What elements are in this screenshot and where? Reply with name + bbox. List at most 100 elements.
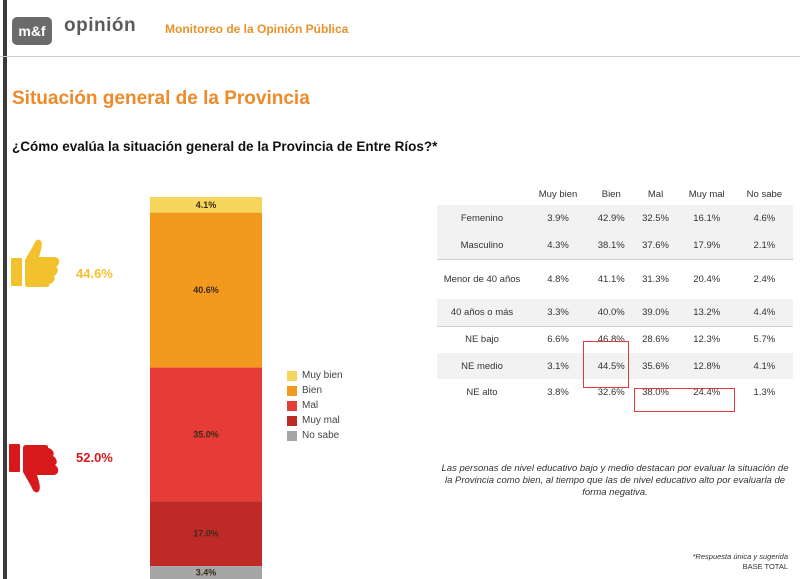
cell: 41.1% — [589, 258, 634, 299]
cell: 5.7% — [735, 325, 793, 353]
bar-label: 17.0% — [193, 529, 219, 539]
column-header: Muy mal — [688, 188, 725, 200]
cell: 31.3% — [633, 258, 678, 299]
legend-swatch — [287, 415, 297, 426]
legend-swatch — [287, 430, 297, 441]
legend-label: Muy bien — [302, 370, 343, 381]
legend-label: Muy mal — [302, 415, 340, 426]
highlight-box — [634, 388, 735, 412]
cell: 4.3% — [527, 232, 590, 259]
cell: 4.6% — [735, 205, 793, 232]
legend-label: Bien — [302, 385, 323, 396]
table-row: NE medio 3.1% 44.5% 35.6% 12.8% 4.1% — [437, 353, 793, 379]
page-title: Situación general de la Provincia — [12, 88, 310, 109]
table-row: Masculino 4.3% 38.1% 37.6% 17.9% 2.1% — [437, 232, 793, 259]
cell: 12.8% — [677, 353, 736, 379]
table-header-row: Muy bien Bien Mal Muy mal No sabe — [437, 183, 793, 205]
column-header: Mal — [647, 188, 664, 200]
cell: 16.1% — [677, 205, 736, 232]
cell: 32.6% — [597, 387, 625, 398]
legend-item: Mal — [287, 399, 343, 412]
stacked-bar-chart: 4.1% 40.6% 35.0% 17.0% 3.4% — [150, 197, 262, 579]
bar-label: 35.0% — [193, 429, 219, 439]
analysis-note: Las personas de nivel educativo bajo y m… — [441, 463, 789, 498]
cell: 28.6% — [633, 325, 678, 353]
cell: 38.1% — [589, 232, 634, 259]
legend-label: No sabe — [302, 430, 340, 441]
footnote: *Respuesta única y sugerida — [692, 552, 788, 561]
bar-segment-mal — [150, 367, 262, 502]
bar-segment-no-sabe — [150, 566, 262, 579]
cell: 42.9% — [589, 205, 634, 232]
chart-legend: Muy bien Bien Mal Muy mal No sabe — [287, 369, 343, 444]
legend-swatch — [287, 400, 297, 411]
crosstab-table: Muy bien Bien Mal Muy mal No sabe Femeni… — [437, 183, 793, 406]
row-label: 40 años o más — [437, 299, 527, 326]
legend-swatch — [287, 385, 297, 396]
row-label: Masculino — [437, 232, 527, 259]
row-label: NE bajo — [437, 325, 527, 353]
bar-segment-bien — [150, 212, 262, 368]
legend-label: Mal — [302, 400, 319, 411]
highlight-box — [583, 341, 629, 388]
table-row: NE alto 3.8% 32.6% 38.0% 24.4% 1.3% — [437, 379, 793, 406]
legend-item: Muy bien — [287, 369, 343, 382]
legend-item: Bien — [287, 384, 343, 397]
row-label: NE medio — [437, 353, 527, 379]
cell: 1.3% — [753, 387, 776, 398]
row-label: NE alto — [466, 387, 498, 398]
column-header: Bien — [601, 188, 621, 200]
cell: 40.0% — [589, 299, 634, 326]
column-header: Muy bien — [538, 188, 578, 200]
row-label: Femenino — [437, 205, 527, 232]
cell: 46.8% — [589, 325, 634, 353]
cell: 3.1% — [527, 353, 590, 379]
cell: 32.5% — [633, 205, 678, 232]
column-header: No sabe — [746, 188, 783, 200]
table-row: Femenino 3.9% 42.9% 32.5% 16.1% 4.6% — [437, 205, 793, 232]
cell: 44.5% — [589, 353, 634, 379]
bar-label: 4.1% — [196, 200, 217, 210]
logo: m&f — [12, 17, 52, 45]
cell: 3.3% — [527, 299, 590, 326]
legend-item: No sabe — [287, 429, 343, 442]
cell: 17.9% — [677, 232, 736, 259]
cell: 13.2% — [677, 299, 736, 326]
logo-word: opinión — [64, 15, 137, 36]
cell: 3.9% — [527, 205, 590, 232]
table-corner — [437, 183, 527, 205]
cell: 37.6% — [633, 232, 678, 259]
row-label: Menor de 40 años — [437, 258, 527, 299]
cell: 4.1% — [735, 353, 793, 379]
legend-swatch — [287, 370, 297, 381]
cell: 39.0% — [633, 299, 678, 326]
cell: 2.1% — [735, 232, 793, 259]
base-label: BASE TOTAL — [742, 562, 788, 571]
cell: 2.4% — [735, 258, 793, 299]
left-rule — [3, 0, 7, 579]
cell: 35.6% — [633, 353, 678, 379]
thumbs-up-icon — [11, 239, 60, 287]
cell: 3.8% — [547, 387, 569, 398]
question: ¿Cómo evalúa la situación general de la … — [12, 139, 438, 154]
cell: 20.4% — [677, 258, 736, 299]
table-row: NE bajo 6.6% 46.8% 28.6% 12.3% 5.7% — [437, 325, 793, 353]
thumbs-down-icon — [9, 444, 59, 493]
negative-percentage: 52.0% — [76, 450, 113, 465]
cell: 4.8% — [527, 258, 590, 299]
legend-item: Muy mal — [287, 414, 343, 427]
bar-label: 40.6% — [193, 285, 219, 295]
bar-segment-muy-mal — [150, 501, 262, 567]
table-row: Menor de 40 años 4.8% 41.1% 31.3% 20.4% … — [437, 258, 793, 299]
header-subtitle: Monitoreo de la Opinión Pública — [165, 22, 349, 36]
bar-label: 3.4% — [196, 568, 217, 578]
cell: 4.4% — [735, 299, 793, 326]
table-row: 40 años o más 3.3% 40.0% 39.0% 13.2% 4.4… — [437, 299, 793, 326]
bar-segment-muy-bien — [150, 197, 262, 213]
cell: 24.4% — [693, 387, 721, 398]
cell: 12.3% — [677, 325, 736, 353]
header-divider — [0, 56, 800, 57]
cell: 6.6% — [527, 325, 590, 353]
positive-percentage: 44.6% — [76, 266, 113, 281]
cell: 38.0% — [642, 387, 669, 398]
